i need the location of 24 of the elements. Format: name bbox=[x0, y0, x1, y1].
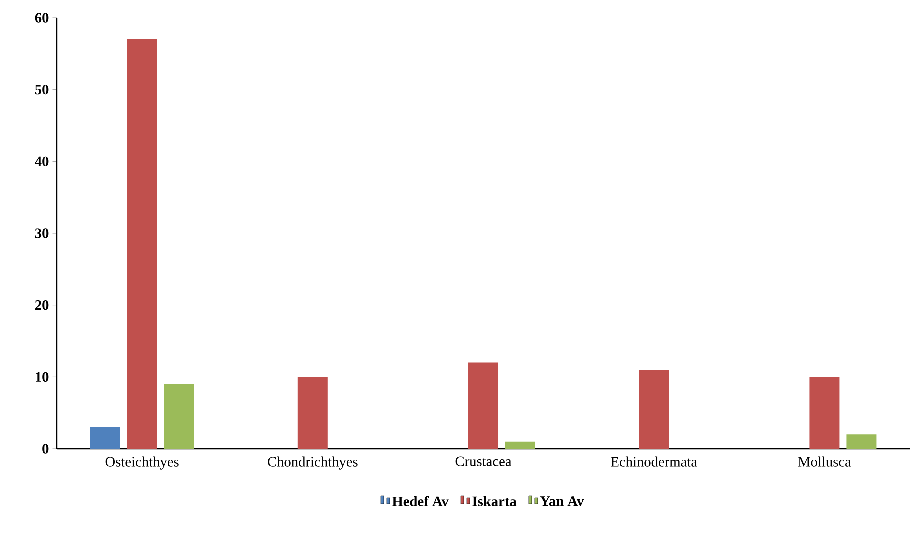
bar bbox=[127, 40, 158, 449]
bar bbox=[90, 427, 120, 449]
x-tick-label: Crustacea bbox=[456, 456, 512, 466]
y-tick-label: 50 bbox=[35, 84, 49, 95]
legend-label: Yan Av bbox=[540, 496, 584, 506]
y-tick-label: 20 bbox=[35, 300, 49, 310]
x-tick-label: Osteichthyes bbox=[106, 456, 179, 470]
bar bbox=[506, 442, 536, 449]
x-tick-label: Mollusca bbox=[798, 456, 852, 467]
bar bbox=[846, 434, 877, 449]
bar bbox=[468, 362, 499, 449]
bar bbox=[164, 384, 194, 449]
bar bbox=[639, 370, 670, 449]
y-tick-label: 30 bbox=[35, 228, 49, 238]
legend-label: Iskarta bbox=[472, 496, 517, 506]
y-tick-label: 10 bbox=[36, 372, 49, 382]
x-tick-label: Echinodermata bbox=[611, 456, 698, 467]
bar bbox=[298, 377, 328, 449]
y-tick-label: 40 bbox=[35, 156, 49, 167]
bar bbox=[810, 377, 840, 449]
legend-label: Hedef Av bbox=[392, 496, 449, 507]
y-tick-label: 0 bbox=[42, 444, 49, 454]
x-tick-label: Chondrichthyes bbox=[268, 456, 358, 470]
y-tick-label: 60 bbox=[35, 13, 49, 23]
